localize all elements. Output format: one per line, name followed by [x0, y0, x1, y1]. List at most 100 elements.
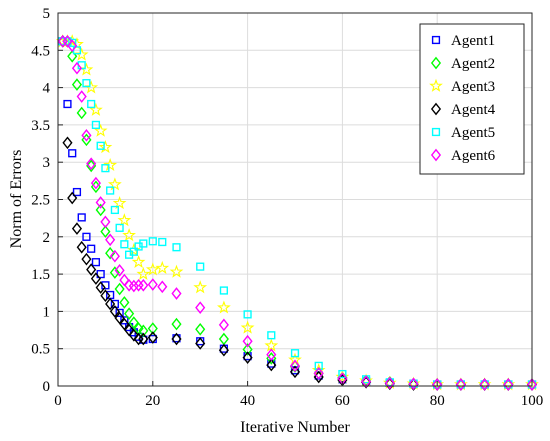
data-point — [242, 334, 253, 348]
data-point — [81, 252, 92, 266]
data-point — [62, 35, 73, 48]
y-tick-label: 2.5 — [31, 193, 50, 209]
data-point — [100, 225, 111, 238]
data-point — [158, 237, 167, 247]
data-point — [288, 352, 302, 366]
x-tick-label: 100 — [521, 393, 544, 409]
data-point — [243, 310, 252, 319]
data-point — [264, 338, 279, 352]
data-point — [455, 378, 466, 391]
data-point — [114, 282, 125, 296]
data-point — [89, 102, 103, 116]
data-point — [114, 264, 125, 277]
data-point — [267, 331, 276, 340]
data-point — [105, 297, 116, 311]
data-point — [217, 300, 231, 314]
data-point — [109, 305, 120, 318]
data-point — [115, 308, 124, 317]
data-point — [86, 157, 97, 171]
y-tick-label: 4 — [43, 81, 51, 97]
data-point — [119, 317, 130, 331]
data-point — [122, 228, 136, 242]
data-point — [136, 266, 151, 280]
data-point — [76, 240, 87, 254]
data-point — [109, 249, 120, 263]
y-tick-label: 1.5 — [31, 267, 50, 283]
legend-marker — [430, 148, 442, 162]
data-point — [242, 343, 253, 356]
data-point — [147, 322, 158, 335]
legend: Agent1 Agent2 Agent3 Agent4 Agent5 Agent6 — [419, 23, 525, 175]
data-point — [147, 278, 158, 291]
y-tick-label: 0 — [43, 379, 51, 395]
data-point — [63, 99, 72, 109]
data-point — [242, 351, 253, 364]
legend-marker — [429, 78, 443, 92]
data-point — [62, 136, 73, 150]
data-point — [169, 264, 184, 278]
data-point — [71, 61, 83, 75]
data-point — [195, 337, 206, 350]
data-point — [266, 358, 277, 372]
data-point — [432, 378, 443, 391]
data-point — [71, 222, 83, 235]
data-point — [86, 159, 97, 173]
legend-box — [419, 23, 525, 175]
data-point — [106, 186, 115, 195]
legend-label: Agent6 — [451, 148, 496, 164]
data-point — [95, 196, 106, 209]
data-point — [138, 278, 149, 292]
data-point — [289, 359, 301, 373]
data-point — [361, 375, 372, 388]
data-point — [72, 187, 82, 197]
y-tick-label: 5 — [43, 6, 51, 22]
data-point — [120, 316, 129, 325]
data-point — [240, 320, 255, 334]
data-point — [314, 361, 323, 370]
data-point — [526, 378, 538, 391]
data-point — [117, 213, 132, 227]
data-point — [100, 215, 111, 229]
data-point — [171, 287, 182, 300]
y-tick-label: 2 — [43, 230, 51, 246]
legend-label: Agent2 — [451, 56, 495, 72]
data-point — [86, 263, 97, 276]
data-point — [145, 262, 160, 276]
data-point — [98, 140, 113, 154]
data-point — [76, 106, 87, 120]
data-point — [96, 141, 105, 150]
data-point — [313, 366, 324, 380]
data-point — [157, 280, 168, 294]
data-point — [87, 244, 96, 253]
x-tick-label: 80 — [430, 393, 445, 409]
legend-marker — [430, 56, 442, 70]
legend-label: Agent5 — [451, 125, 495, 141]
data-point — [131, 254, 146, 268]
legend-marker — [430, 102, 442, 116]
data-point — [196, 262, 205, 271]
data-point — [76, 90, 87, 103]
y-tick-label: 1 — [43, 304, 51, 320]
data-point — [67, 191, 78, 205]
data-point — [148, 237, 157, 246]
data-point — [138, 332, 149, 346]
data-point — [90, 272, 101, 285]
data-point — [100, 289, 111, 303]
data-point — [138, 324, 149, 338]
data-point — [112, 196, 127, 210]
y-tick-label: 4.5 — [31, 43, 50, 59]
series-layer — [55, 34, 539, 391]
y-tick-label: 0.5 — [31, 342, 50, 358]
data-point — [120, 240, 129, 249]
data-point — [119, 296, 130, 309]
legend-label: Agent4 — [451, 102, 496, 118]
data-point — [103, 157, 118, 172]
data-point — [219, 286, 229, 295]
data-point — [71, 78, 83, 91]
data-point — [108, 177, 122, 191]
legend-label: Agent1 — [451, 33, 495, 49]
data-point — [289, 365, 301, 379]
grid — [57, 12, 533, 387]
x-tick-label: 0 — [54, 393, 62, 409]
x-tick-label: 60 — [335, 393, 350, 409]
